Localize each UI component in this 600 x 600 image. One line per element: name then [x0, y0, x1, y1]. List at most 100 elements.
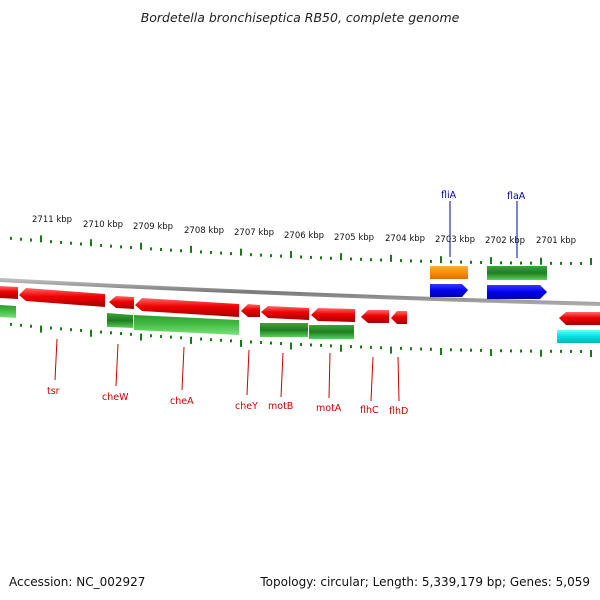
gene-arrow — [311, 308, 355, 322]
tick-mark — [350, 257, 352, 261]
tick-mark — [10, 236, 12, 240]
tick-mark — [570, 261, 572, 265]
gene-arrow — [391, 311, 407, 324]
tick-mark — [310, 255, 312, 259]
tick-mark — [240, 248, 242, 256]
tick-mark — [150, 334, 152, 338]
gene-block — [309, 325, 354, 339]
tick-mark — [200, 337, 202, 341]
gene-arrow — [19, 288, 105, 307]
gene-arrow — [559, 312, 600, 325]
gene-labels-above: fliA flaA — [441, 190, 526, 202]
tick-mark — [420, 347, 422, 351]
tick-mark — [50, 326, 52, 330]
gene-arrow — [135, 298, 239, 317]
tick-mark — [360, 345, 362, 349]
tick-mark — [590, 349, 592, 357]
tick-mark — [190, 245, 192, 253]
kbp-label-2705: 2705 kbp — [334, 233, 374, 243]
tick-mark — [330, 256, 332, 260]
tick-mark — [90, 239, 92, 247]
gene-block — [260, 323, 308, 337]
gene-label-mota: motA — [316, 403, 342, 414]
tick-mark — [430, 347, 432, 351]
tick-mark — [190, 336, 192, 344]
tick-mark — [490, 349, 492, 357]
tick-mark — [150, 247, 152, 251]
tick-mark — [320, 343, 322, 347]
kbp-label-2708: 2708 kbp — [184, 226, 224, 236]
tick-mark — [450, 260, 452, 264]
tick-mark — [350, 345, 352, 349]
map-title: Bordetella bronchiseptica RB50, complete… — [140, 10, 460, 25]
tick-mark — [560, 261, 562, 265]
kbp-scale-labels: 2711 kbp 2710 kbp 2709 kbp 2708 kbp 2707… — [32, 215, 576, 246]
gene-label-tsr: tsr — [47, 386, 60, 397]
tick-mark — [170, 335, 172, 339]
tick-mark — [120, 332, 122, 336]
tick-mark — [110, 331, 112, 335]
gene-label-flhd: flhD — [389, 406, 408, 417]
tick-mark — [440, 348, 442, 356]
gene-label-flhc: flhC — [360, 405, 379, 416]
tick-mark — [410, 347, 412, 351]
tick-mark — [130, 246, 132, 250]
kbp-label-2711: 2711 kbp — [32, 215, 72, 225]
tick-mark — [300, 343, 302, 346]
tick-mark — [510, 349, 512, 353]
tick-mark — [390, 254, 392, 262]
kbp-label-2706: 2706 kbp — [284, 231, 324, 241]
gene-label-motb: motB — [268, 401, 293, 412]
tick-mark — [530, 261, 532, 265]
tick-mark — [370, 258, 372, 262]
gene-label-connectors — [54, 338, 400, 402]
gene-block-orange — [430, 266, 468, 279]
tick-mark — [90, 329, 92, 337]
gene-label-flia: fliA — [441, 190, 457, 201]
tick-mark — [60, 240, 62, 244]
kbp-label-2703: 2703 kbp — [435, 235, 475, 245]
gene-label-chew: cheW — [102, 392, 129, 403]
tick-mark — [80, 328, 82, 332]
tick-mark — [430, 259, 432, 263]
tick-mark — [480, 260, 482, 264]
tick-mark — [290, 342, 292, 350]
tick-mark — [280, 342, 282, 346]
tick-mark — [180, 249, 182, 253]
tick-mark — [370, 345, 372, 349]
gene-block — [0, 305, 16, 318]
tick-mark — [560, 349, 562, 353]
tick-mark — [530, 349, 532, 353]
tick-mark — [250, 340, 252, 344]
gene-label-chea: cheA — [170, 396, 194, 407]
tick-mark — [580, 349, 582, 353]
kbp-label-2701: 2701 kbp — [536, 236, 576, 246]
tick-mark — [470, 260, 472, 264]
tick-mark — [270, 254, 272, 258]
tick-mark — [540, 349, 542, 357]
tick-mark — [230, 339, 232, 343]
tick-mark — [80, 242, 82, 246]
gene-arrow — [361, 310, 389, 323]
tick-mark — [130, 332, 132, 336]
inner-tick-ruler — [10, 322, 592, 357]
tick-mark — [360, 257, 362, 261]
tick-mark — [30, 238, 32, 242]
gene-arrow-blue — [487, 285, 547, 299]
tick-mark — [460, 348, 462, 352]
tick-mark — [20, 237, 22, 241]
gene-block — [487, 266, 547, 280]
tick-mark — [380, 258, 382, 262]
tick-mark — [70, 328, 72, 332]
tick-mark — [400, 259, 402, 263]
kbp-label-2702: 2702 kbp — [485, 236, 525, 246]
tick-mark — [440, 256, 442, 264]
tick-mark — [60, 327, 62, 331]
tick-mark — [110, 244, 112, 248]
gene-arrow — [261, 306, 309, 320]
tick-mark — [590, 257, 592, 265]
tick-mark — [70, 241, 72, 245]
kbp-label-2710: 2710 kbp — [83, 220, 123, 230]
